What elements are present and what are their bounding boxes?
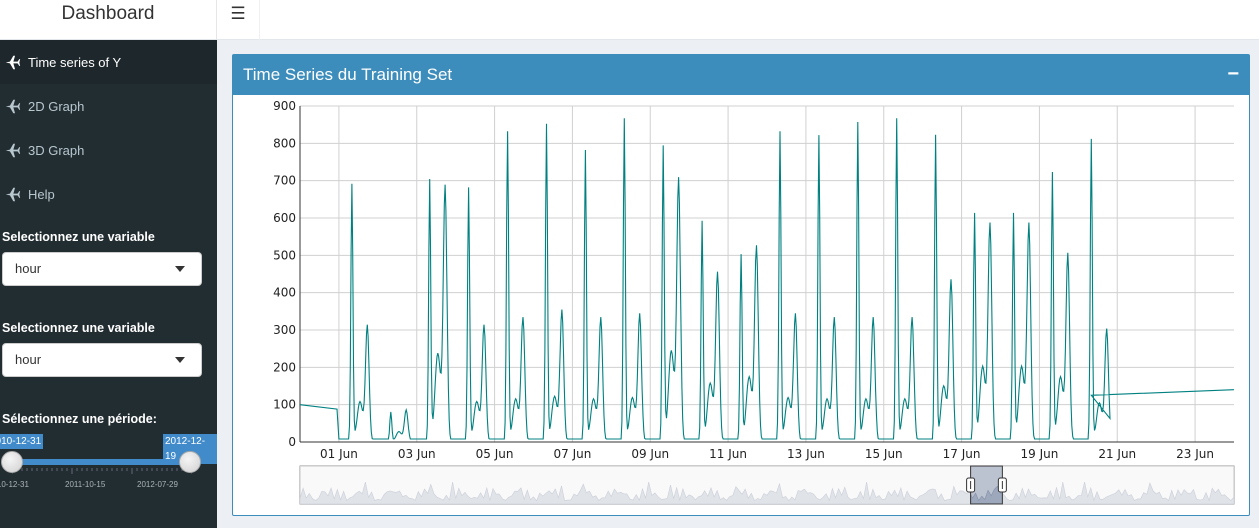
plane-icon — [0, 186, 28, 203]
x-tick-label: 17 Jun — [943, 447, 981, 461]
slider-tick-label: 2011-10-15 — [65, 480, 106, 489]
y-tick-label: 300 — [273, 323, 296, 337]
sidebar-item-label: Time series of Y — [28, 54, 122, 70]
plane-icon — [0, 54, 28, 71]
slider-ticks — [12, 468, 192, 474]
variable-select-2[interactable]: hour — [2, 343, 202, 377]
box-title: Time Series du Training Set — [243, 65, 453, 84]
y-tick-label: 500 — [273, 248, 296, 262]
time-series-chart[interactable]: 0 100 200 300 400 500 600 700 800 900 01 Jun 03 Jun… — [232, 94, 1250, 516]
x-tick-label: 07 Jun — [553, 447, 591, 461]
chevron-down-icon — [175, 357, 185, 363]
sidebar-item-2d-graph[interactable]: 2D Graph — [0, 84, 217, 128]
chevron-down-icon — [175, 266, 185, 272]
hamburger-icon[interactable]: ☰ — [230, 4, 246, 24]
variable-select-1[interactable]: hour — [2, 252, 202, 286]
sidebar-item-time-series[interactable]: Time series of Y — [0, 40, 217, 84]
x-tick-label: 19 Jun — [1020, 447, 1058, 461]
x-tick-label: 01 Jun — [320, 447, 358, 461]
select-value: hour — [15, 261, 42, 276]
period-slider-label: Sélectionnez une période: — [2, 412, 157, 426]
plane-icon — [0, 142, 28, 159]
navigator-window — [970, 465, 1003, 505]
collapse-button[interactable]: − — [1227, 63, 1239, 85]
x-tick-label: 15 Jun — [865, 447, 903, 461]
app-title[interactable]: Dashboard — [0, 0, 217, 40]
sidebar-item-help[interactable]: Help — [0, 172, 217, 216]
select-value: hour — [15, 352, 42, 367]
x-tick-label: 21 Jun — [1098, 447, 1136, 461]
slider-max-handle[interactable] — [179, 451, 201, 473]
sidebar-item-label: 3D Graph — [28, 142, 85, 158]
x-tick-label: 23 Jun — [1176, 447, 1214, 461]
navigator-mask-left — [300, 466, 971, 504]
x-tick-label: 03 Jun — [398, 447, 436, 461]
navigator-mask-right — [1002, 466, 1234, 504]
y-tick-label: 400 — [273, 286, 296, 300]
plane-icon — [0, 98, 28, 115]
series-line — [299, 118, 1235, 440]
x-tick-label: 09 Jun — [631, 447, 669, 461]
y-tick-label: 600 — [273, 211, 296, 225]
y-tick-label: 900 — [273, 99, 296, 113]
x-tick-label: 05 Jun — [476, 447, 514, 461]
sidebar-item-label: 2D Graph — [28, 98, 85, 114]
x-tick-label: 13 Jun — [787, 447, 825, 461]
x-tick-label: 11 Jun — [709, 447, 747, 461]
variable-select-label-1: Selectionnez une variable — [2, 230, 155, 244]
sidebar-item-3d-graph[interactable]: 3D Graph — [0, 128, 217, 172]
slider-tick-label: 2010-12-31 — [0, 480, 29, 489]
slider-min-handle[interactable] — [1, 451, 23, 473]
slider-min-badge: 2010-12-31 — [0, 434, 44, 449]
sidebar-item-label: Help — [28, 186, 55, 202]
sidebar-toggle-button[interactable]: ☰ — [217, 0, 260, 40]
y-tick-label: 700 — [273, 174, 296, 188]
slider-tick-label: 2012-07-29 — [137, 480, 178, 489]
period-slider: 2010-12-31 2012-12-19 2010-12-31 2011-10… — [0, 0, 217, 528]
y-tick-label: 800 — [273, 136, 296, 150]
variable-select-label-2: Selectionnez une variable — [2, 321, 155, 335]
navigator-series — [299, 481, 1235, 505]
top-navbar: Dashboard ☰ — [0, 0, 1259, 40]
y-tick-label: 100 — [273, 398, 296, 412]
y-tick-label: 0 — [288, 435, 296, 449]
box-header: Time Series du Training Set − — [233, 55, 1249, 95]
slider-track[interactable] — [10, 459, 190, 465]
y-tick-label: 200 — [273, 360, 296, 374]
